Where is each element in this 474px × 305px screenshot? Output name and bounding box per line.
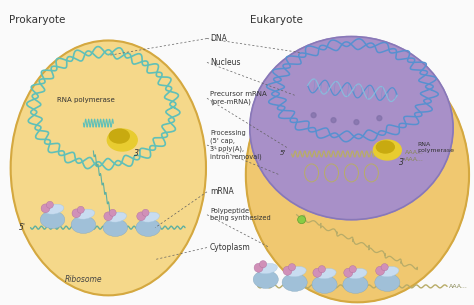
Circle shape	[283, 266, 292, 275]
Text: Eukaryote: Eukaryote	[250, 15, 303, 25]
Text: Prokaryote: Prokaryote	[9, 15, 65, 25]
Text: Nucleus: Nucleus	[210, 58, 240, 67]
Text: AAA...: AAA...	[449, 284, 468, 289]
Circle shape	[288, 264, 296, 271]
Circle shape	[354, 120, 359, 125]
Text: AAA...: AAA...	[405, 157, 424, 163]
Ellipse shape	[312, 275, 337, 293]
Circle shape	[109, 209, 116, 216]
Ellipse shape	[10, 41, 206, 295]
Ellipse shape	[258, 264, 277, 274]
Text: RNA
polymerase: RNA polymerase	[417, 142, 454, 153]
Text: DNA: DNA	[210, 34, 227, 43]
Ellipse shape	[107, 129, 137, 151]
Ellipse shape	[40, 211, 65, 228]
Ellipse shape	[253, 271, 278, 289]
Text: mRNA: mRNA	[210, 187, 234, 196]
Ellipse shape	[375, 274, 400, 291]
Text: Precursor mRNA
(pre-mRNA): Precursor mRNA (pre-mRNA)	[210, 91, 267, 105]
Ellipse shape	[71, 216, 96, 233]
Ellipse shape	[246, 48, 469, 302]
Ellipse shape	[343, 275, 368, 293]
Ellipse shape	[103, 219, 128, 236]
Text: 3': 3'	[399, 158, 406, 167]
Ellipse shape	[379, 267, 399, 277]
Circle shape	[77, 206, 84, 213]
Ellipse shape	[136, 219, 161, 236]
Circle shape	[254, 263, 263, 272]
Text: Ribosome: Ribosome	[64, 275, 102, 285]
Text: Polypeptide
being synthesized: Polypeptide being synthesized	[210, 208, 271, 221]
Circle shape	[72, 209, 81, 218]
Circle shape	[142, 209, 149, 216]
Circle shape	[377, 116, 382, 121]
Circle shape	[344, 268, 353, 277]
Circle shape	[104, 212, 113, 221]
Circle shape	[318, 266, 326, 273]
Text: RNA polymerase: RNA polymerase	[56, 97, 114, 103]
Ellipse shape	[287, 267, 306, 277]
Ellipse shape	[376, 141, 394, 153]
Circle shape	[46, 201, 54, 208]
Circle shape	[311, 113, 316, 118]
Text: 3': 3'	[134, 149, 141, 158]
Text: 5': 5'	[18, 223, 26, 232]
Ellipse shape	[317, 268, 336, 279]
Ellipse shape	[76, 209, 95, 219]
Circle shape	[349, 266, 356, 273]
Circle shape	[298, 216, 306, 224]
Circle shape	[376, 266, 384, 275]
Text: Cytoplasm: Cytoplasm	[210, 243, 251, 252]
Text: Processing
(5' cap,
3' poly(A),
intron removal): Processing (5' cap, 3' poly(A), intron r…	[210, 130, 262, 160]
Ellipse shape	[108, 212, 127, 222]
Ellipse shape	[109, 129, 129, 143]
Ellipse shape	[347, 268, 367, 279]
Ellipse shape	[282, 274, 307, 291]
Ellipse shape	[374, 140, 401, 160]
Text: AAA...: AAA...	[405, 149, 424, 155]
Ellipse shape	[140, 212, 159, 222]
Circle shape	[259, 260, 267, 268]
Circle shape	[331, 118, 336, 123]
Circle shape	[313, 268, 322, 277]
Circle shape	[137, 212, 146, 221]
Ellipse shape	[250, 37, 453, 220]
Circle shape	[381, 264, 388, 271]
Text: 5': 5'	[280, 150, 287, 156]
Circle shape	[41, 204, 50, 213]
Ellipse shape	[45, 204, 64, 214]
